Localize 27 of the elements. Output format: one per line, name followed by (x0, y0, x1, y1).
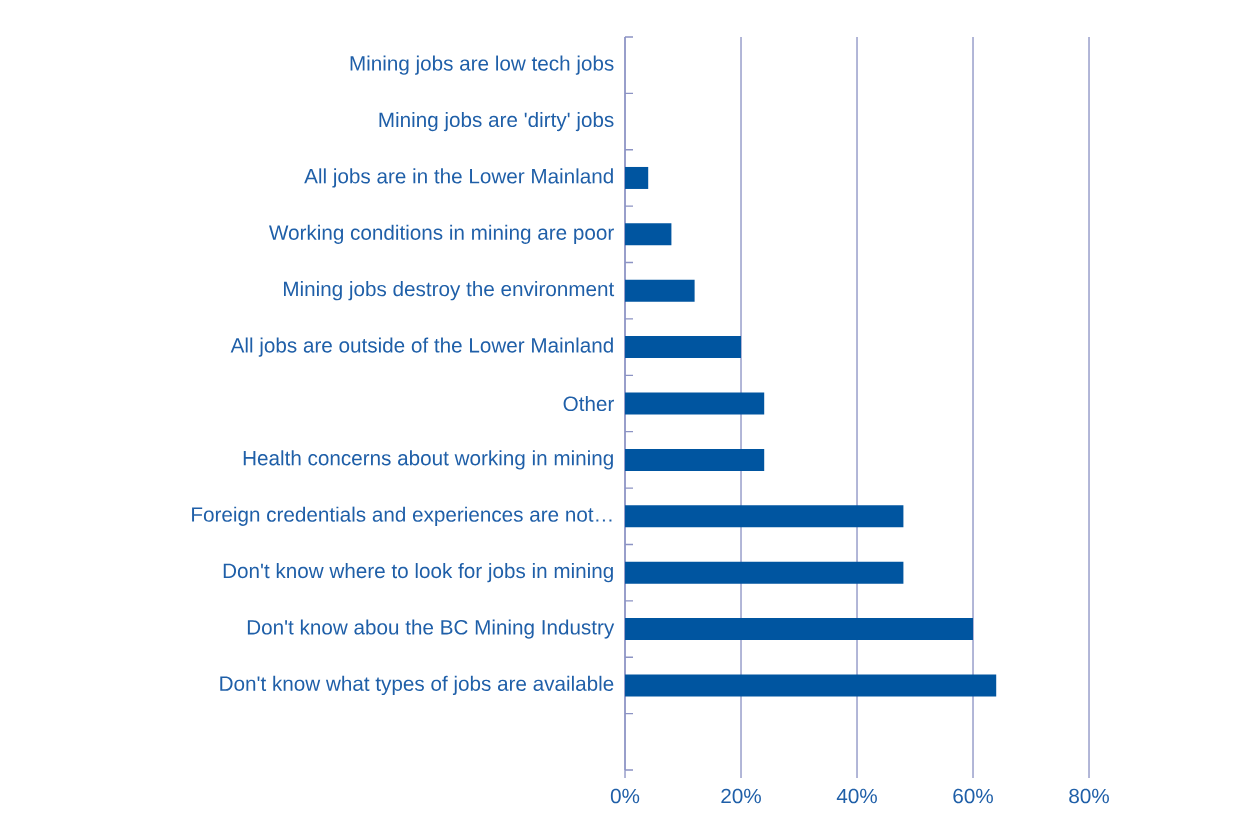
x-tick-label: 60% (953, 788, 993, 804)
y-tick-label: Working conditions in mining are poor (269, 224, 614, 244)
bar (625, 448, 765, 471)
x-tick-label: 20% (721, 788, 761, 804)
y-tick-label: Mining jobs are low tech jobs (350, 55, 614, 75)
bar (625, 618, 974, 641)
y-tick-label: Don't know what types of jobs are available (220, 675, 614, 696)
bar (625, 561, 904, 584)
bar (625, 392, 765, 415)
y-tick-label: Health concerns about working in mining (243, 450, 613, 470)
bar (625, 674, 997, 697)
x-tick-label: 40% (836, 788, 877, 804)
y-tick-label: All jobs are outside of the Lower Mainland (230, 337, 613, 357)
bar (625, 336, 742, 359)
y-tick-label: Other (563, 395, 614, 412)
y-tick-label: Foreign credentials and experiences are not… (192, 506, 612, 526)
y-tick-label: Mining jobs are 'dirty' jobs (379, 111, 614, 132)
bar (625, 505, 904, 528)
x-tick-label: 80% (1069, 788, 1109, 804)
y-tick-label: Mining jobs destroy the environment (284, 281, 615, 301)
y-tick-label: All jobs are in the Lower Mainland (304, 168, 613, 188)
y-tick-label: Don't know where to look for jobs in mining (223, 563, 613, 583)
y-tick-label: Don't know abou the BC Mining Industry (247, 619, 615, 639)
bar (625, 223, 672, 246)
x-tick-label: 0% (610, 788, 640, 804)
bar (625, 279, 695, 302)
bar (625, 166, 649, 189)
